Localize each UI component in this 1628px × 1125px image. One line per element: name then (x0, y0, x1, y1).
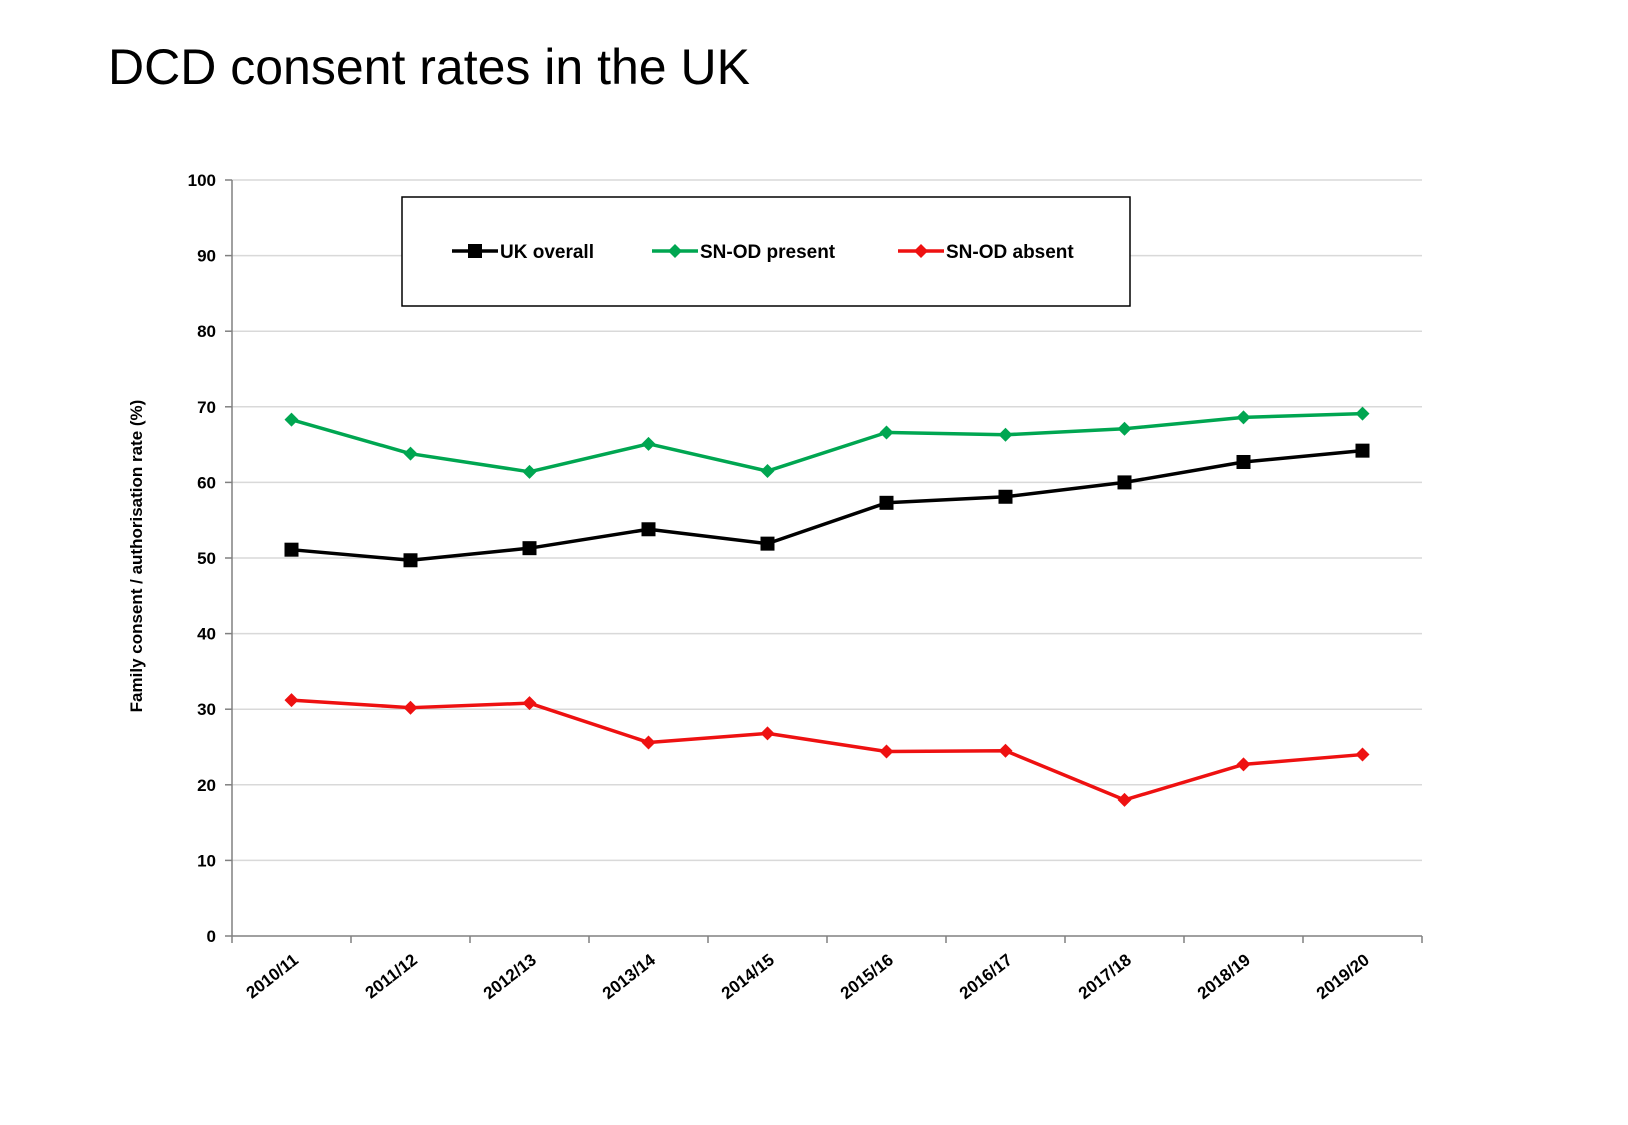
series-group (284, 406, 1370, 807)
data-point-uk-overall (522, 541, 537, 556)
y-tick-label: 10 (197, 851, 216, 870)
legend: UK overall SN-OD present SN-OD absent (401, 196, 1131, 307)
series-line-sn-od-absent (291, 698, 1363, 802)
data-point-sn-od-present (879, 425, 894, 440)
data-point-uk-overall (641, 522, 656, 537)
x-tick-label: 2014/15 (718, 950, 778, 1003)
x-tick-label: 2019/20 (1313, 950, 1373, 1003)
x-tick-label: 2017/18 (1075, 950, 1135, 1003)
data-point-sn-od-present (284, 412, 299, 427)
data-point-sn-od-absent (284, 693, 299, 708)
y-axis-label: Family consent / authorisation rate (%) (127, 400, 146, 713)
data-point-sn-od-absent (1355, 747, 1370, 762)
data-point-uk-overall (1236, 454, 1251, 469)
data-point-uk-overall (1117, 475, 1132, 490)
legend-label-sn-od-present: SN-OD present (700, 242, 836, 263)
legend-marker-sn-od-present (668, 244, 682, 258)
data-point-uk-overall (760, 536, 775, 551)
x-tick-label: 2012/13 (480, 950, 540, 1003)
data-point-uk-overall (998, 489, 1013, 504)
y-tick-label: 60 (197, 473, 216, 492)
y-tick-label: 70 (197, 398, 216, 417)
x-axis-ticks: 2010/11 2011/12 2012/13 2013/14 2014/15 2015/… (231, 936, 1423, 1003)
y-tick-label: 0 (207, 927, 216, 946)
data-point-sn-od-absent (998, 743, 1013, 758)
y-tick-label: 90 (197, 247, 216, 266)
data-point-sn-od-present (403, 446, 418, 461)
data-point-sn-od-absent (641, 735, 656, 750)
data-point-sn-od-absent (403, 700, 418, 715)
data-point-sn-od-absent (522, 696, 537, 711)
legend-box (401, 196, 1131, 307)
y-tick-label: 20 (197, 776, 216, 795)
legend-label-sn-od-absent: SN-OD absent (946, 242, 1074, 263)
data-point-sn-od-absent (1236, 757, 1251, 772)
series-sn-od-present (284, 406, 1370, 479)
data-point-uk-overall (1355, 443, 1370, 458)
series-line-uk-overall (291, 448, 1363, 563)
series-line-sn-od-present (291, 411, 1363, 474)
legend-label-uk-overall: UK overall (500, 242, 594, 263)
y-tick-label: 40 (197, 625, 216, 644)
y-tick-label: 100 (188, 171, 216, 190)
data-point-sn-od-present (1355, 406, 1370, 421)
data-point-sn-od-present (998, 427, 1013, 442)
data-point-sn-od-absent (1117, 792, 1132, 807)
x-tick-label: 2018/19 (1194, 950, 1254, 1003)
x-tick-label: 2011/12 (362, 950, 421, 1002)
x-tick-label: 2010/11 (243, 950, 302, 1002)
data-point-sn-od-absent (879, 744, 894, 759)
data-point-sn-od-present (522, 464, 537, 479)
y-axis-ticks: 0 10 20 30 40 50 60 70 80 90 100 (188, 171, 232, 946)
y-tick-label: 30 (197, 700, 216, 719)
data-point-uk-overall (879, 495, 894, 510)
y-tick-label: 50 (197, 549, 216, 568)
data-point-uk-overall (403, 553, 418, 568)
x-tick-label: 2013/14 (599, 950, 660, 1003)
data-point-sn-od-present (760, 464, 775, 479)
page-title: DCD consent rates in the UK (108, 39, 750, 95)
x-tick-label: 2015/16 (837, 950, 897, 1003)
data-point-sn-od-present (1236, 410, 1251, 425)
data-point-sn-od-present (641, 436, 656, 451)
legend-marker-uk-overall (468, 244, 482, 258)
data-point-sn-od-absent (760, 726, 775, 741)
data-point-uk-overall (284, 542, 299, 557)
legend-marker-sn-od-absent (914, 244, 928, 258)
data-point-sn-od-present (1117, 421, 1132, 436)
series-uk-overall (284, 443, 1370, 568)
y-tick-label: 80 (197, 322, 216, 341)
x-tick-label: 2016/17 (956, 950, 1016, 1003)
series-sn-od-absent (284, 693, 1370, 807)
